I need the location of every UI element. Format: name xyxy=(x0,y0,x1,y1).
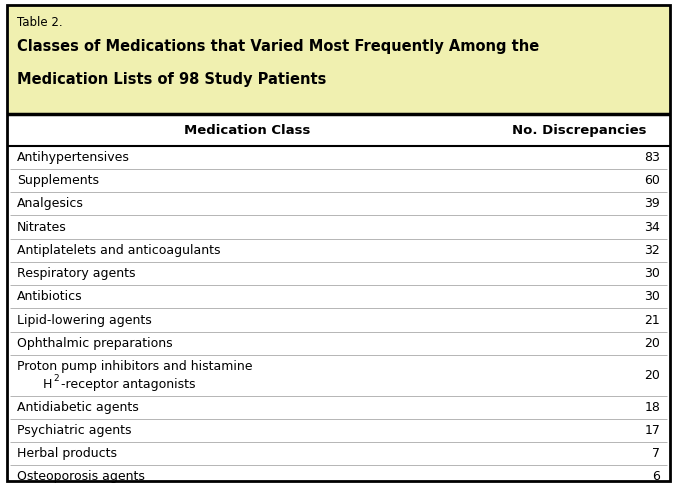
Text: 21: 21 xyxy=(645,313,660,327)
Text: 39: 39 xyxy=(645,197,660,210)
Text: 17: 17 xyxy=(645,424,660,437)
Text: 30: 30 xyxy=(645,290,660,303)
Text: 20: 20 xyxy=(645,369,660,382)
Text: Lipid-lowering agents: Lipid-lowering agents xyxy=(17,313,152,327)
Text: Analgesics: Analgesics xyxy=(17,197,84,210)
Text: 83: 83 xyxy=(645,151,660,164)
Text: H: H xyxy=(43,378,52,391)
Text: Classes of Medications that Varied Most Frequently Among the: Classes of Medications that Varied Most … xyxy=(17,39,539,54)
Text: Nitrates: Nitrates xyxy=(17,221,66,234)
Text: Table 2.: Table 2. xyxy=(17,16,62,29)
Text: Respiratory agents: Respiratory agents xyxy=(17,267,135,280)
Text: 18: 18 xyxy=(645,400,660,414)
Text: -receptor antagonists: -receptor antagonists xyxy=(61,378,196,391)
Text: Medication Class: Medication Class xyxy=(184,123,310,137)
Text: 2: 2 xyxy=(53,374,59,383)
Bar xyxy=(7,114,670,481)
Text: 34: 34 xyxy=(645,221,660,234)
Text: No. Discrepancies: No. Discrepancies xyxy=(512,123,646,137)
Text: Herbal products: Herbal products xyxy=(17,447,117,460)
Text: 32: 32 xyxy=(645,244,660,257)
Text: 6: 6 xyxy=(652,470,660,483)
Text: Ophthalmic preparations: Ophthalmic preparations xyxy=(17,337,173,350)
Text: 20: 20 xyxy=(645,337,660,350)
Text: Antihypertensives: Antihypertensives xyxy=(17,151,130,164)
Text: Antidiabetic agents: Antidiabetic agents xyxy=(17,400,139,414)
Text: Supplements: Supplements xyxy=(17,174,99,187)
Text: Antibiotics: Antibiotics xyxy=(17,290,83,303)
Text: Antiplatelets and anticoagulants: Antiplatelets and anticoagulants xyxy=(17,244,221,257)
Bar xyxy=(7,5,670,114)
Text: 60: 60 xyxy=(645,174,660,187)
Text: Medication Lists of 98 Study Patients: Medication Lists of 98 Study Patients xyxy=(17,72,326,87)
Text: 7: 7 xyxy=(652,447,660,460)
Text: Proton pump inhibitors and histamine: Proton pump inhibitors and histamine xyxy=(17,360,253,373)
Text: Osteoporosis agents: Osteoporosis agents xyxy=(17,470,145,483)
Text: 30: 30 xyxy=(645,267,660,280)
Text: Psychiatric agents: Psychiatric agents xyxy=(17,424,131,437)
